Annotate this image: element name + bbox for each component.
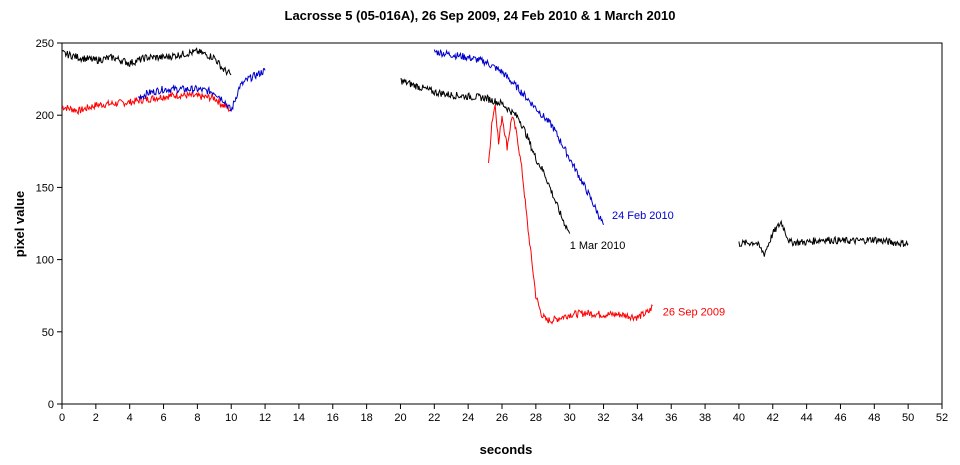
y-tick-label: 150: [36, 182, 54, 194]
x-tick-label: 38: [699, 412, 711, 424]
series-line-1-mar-2010-1: [400, 77, 571, 234]
series-label-26-sep-2009: 26 Sep 2009: [663, 307, 725, 319]
x-tick-label: 0: [59, 412, 65, 424]
x-tick-label: 32: [597, 412, 609, 424]
y-tick-label: 50: [42, 327, 54, 339]
x-tick-label: 8: [194, 412, 200, 424]
y-tick-label: 0: [48, 399, 54, 411]
x-tick-label: 36: [665, 412, 677, 424]
x-tick-label: 12: [259, 412, 271, 424]
y-axis: 0 50 100 150 200 250: [36, 38, 62, 411]
x-tick-label: 34: [631, 412, 643, 424]
chart-title: Lacrosse 5 (05-016A), 26 Sep 2009, 24 Fe…: [285, 8, 676, 23]
series-group: [61, 47, 909, 325]
x-tick-label: 28: [530, 412, 542, 424]
series-line-26-sep-2009-1: [488, 104, 653, 325]
x-tick-label: 40: [733, 412, 745, 424]
x-tick-label: 44: [800, 412, 812, 424]
x-tick-label: 48: [868, 412, 880, 424]
series-line-24-feb-2010-0: [137, 68, 266, 112]
x-tick-label: 10: [225, 412, 237, 424]
x-tick-label: 30: [564, 412, 576, 424]
x-tick-label: 2: [93, 412, 99, 424]
x-tick-label: 14: [293, 412, 305, 424]
x-tick-label: 22: [428, 412, 440, 424]
y-axis-label: pixel value: [12, 191, 27, 257]
plot-area: [61, 42, 943, 405]
x-tick-label: 24: [462, 412, 474, 424]
series-annotations: 26 Sep 2009 24 Feb 2010 1 Mar 2010: [570, 210, 725, 319]
x-tick-label: 26: [496, 412, 508, 424]
series-line-26-sep-2009-0: [61, 90, 232, 116]
y-tick-label: 250: [36, 38, 54, 50]
x-tick-label: 50: [902, 412, 914, 424]
x-tick-label: 18: [360, 412, 372, 424]
x-tick-label: 16: [327, 412, 339, 424]
x-tick-label: 4: [127, 412, 133, 424]
series-line-1-mar-2010-0: [61, 47, 232, 77]
x-tick-label: 52: [936, 412, 948, 424]
x-tick-label: 20: [394, 412, 406, 424]
series-label-24-feb-2010: 24 Feb 2010: [612, 210, 674, 222]
x-axis-label: seconds: [480, 442, 533, 457]
series-line-1-mar-2010-2: [738, 219, 909, 257]
series-line-24-feb-2010-1: [433, 48, 604, 226]
y-tick-label: 200: [36, 110, 54, 122]
y-tick-label: 100: [36, 255, 54, 267]
x-tick-label: 6: [160, 412, 166, 424]
series-label-1-mar-2010: 1 Mar 2010: [570, 240, 626, 252]
x-tick-label: 46: [834, 412, 846, 424]
x-tick-label: 42: [767, 412, 779, 424]
x-axis: 0 2 4 6 8 10 12 14 16 18 20 22 24 26 28 30 32 34 36 38 40 42 4…: [59, 404, 948, 424]
